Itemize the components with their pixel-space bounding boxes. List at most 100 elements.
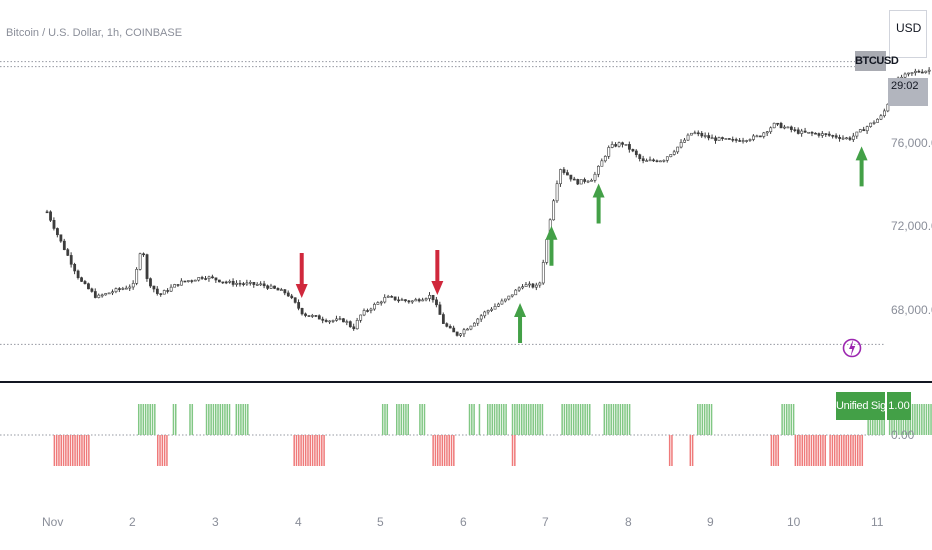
buy-signal-bar: [530, 404, 532, 435]
sell-signal-bar: [691, 435, 694, 466]
buy-signal-bar: [144, 404, 147, 435]
sell-signal-bar: [822, 435, 824, 466]
lightning-logo-icon[interactable]: [842, 332, 862, 364]
candle-body: [634, 150, 638, 155]
sell-signal-bar: [159, 435, 161, 466]
sell-signal-bar: [824, 435, 827, 466]
candle-body: [207, 276, 211, 280]
candle-body: [528, 283, 531, 286]
candle-body: [569, 174, 573, 180]
sell-signal-bar: [852, 435, 854, 466]
candle-body: [541, 262, 545, 284]
x-tick-label: 7: [542, 515, 549, 529]
candle-body: [724, 138, 728, 140]
candle-body: [907, 72, 910, 75]
candle-body: [166, 290, 170, 292]
candle-body: [517, 287, 521, 291]
candle-body: [152, 285, 156, 290]
candle-body: [479, 315, 483, 320]
candle-body: [559, 169, 562, 185]
currency-selector[interactable]: USD: [889, 10, 927, 58]
candle-body: [497, 303, 500, 307]
candle-body: [424, 298, 428, 301]
candle-body: [149, 278, 152, 287]
candle-body: [49, 211, 52, 221]
buy-signal-bar: [615, 404, 617, 435]
candle-body: [121, 288, 125, 290]
candle-body: [452, 327, 456, 333]
buy-arrow-icon: [545, 225, 558, 266]
candle-body: [617, 142, 621, 147]
buy-signal-bar: [511, 404, 514, 435]
candle-body: [155, 288, 159, 294]
candle-body: [217, 279, 221, 283]
buy-signal-bar: [525, 404, 528, 435]
buy-signal-bar: [402, 404, 405, 435]
candle-body: [610, 144, 614, 148]
candle-body: [404, 299, 407, 302]
sell-signal-bar: [436, 435, 439, 466]
candle-body: [524, 284, 528, 287]
buy-signal-bar: [520, 404, 523, 435]
sell-signal-bar: [836, 435, 838, 466]
candle-body: [107, 292, 111, 295]
candle-body: [386, 296, 390, 298]
candle-body: [52, 220, 56, 229]
x-tick-label: 4: [295, 515, 302, 529]
buy-signal-bar: [612, 404, 615, 435]
candle-body: [779, 122, 783, 129]
sell-signal-bar: [304, 435, 307, 466]
buy-signal-bar: [514, 404, 516, 435]
sell-signal-bar: [845, 435, 847, 466]
candle-body: [696, 132, 700, 135]
candle-body: [707, 135, 711, 139]
indicator-value: 1.00: [887, 392, 911, 420]
sell-signal-bar: [775, 435, 777, 466]
candle-body: [700, 132, 704, 137]
candle-body: [648, 159, 652, 162]
buy-signal-bar: [626, 404, 629, 435]
buy-signal-bar: [189, 404, 191, 435]
sell-signal-bar: [829, 435, 831, 466]
buy-signal-bar: [500, 404, 503, 435]
candle-body: [331, 320, 335, 322]
candle-body: [176, 284, 180, 286]
candle-body: [328, 320, 332, 323]
buy-signal-bar: [405, 404, 407, 435]
sell-signal-bar: [156, 435, 159, 466]
candle-body: [686, 134, 690, 141]
candle-body: [800, 130, 804, 134]
buy-signal-bar: [527, 404, 530, 435]
candle-body: [162, 290, 166, 295]
buy-signal-bar: [708, 404, 711, 435]
buy-signal-bar: [575, 404, 577, 435]
candle-body: [304, 313, 307, 316]
buy-signal-bar: [710, 404, 713, 435]
candle-body: [628, 144, 631, 150]
sell-signal-bar: [67, 435, 69, 466]
candle-body: [114, 288, 118, 293]
buy-signal-bar: [137, 404, 140, 435]
candle-body: [445, 323, 449, 327]
buy-signal-bar: [699, 404, 701, 435]
candle-body: [45, 211, 49, 214]
indicator-zero-label: 0.00: [891, 428, 915, 442]
buy-signal-bar: [468, 404, 471, 435]
sell-signal-bar: [58, 435, 60, 466]
candle-body: [273, 285, 276, 289]
candle-body: [235, 282, 239, 285]
candle-body: [290, 295, 294, 299]
candle-body: [200, 277, 204, 279]
candle-body: [393, 296, 397, 301]
candle-body: [476, 318, 480, 324]
candle-body: [552, 200, 556, 221]
candle-body: [183, 280, 187, 283]
sell-signal-bar: [74, 435, 76, 466]
buy-signal-bar: [628, 404, 631, 435]
guide-lines: [0, 61, 885, 436]
candle-body: [834, 135, 838, 138]
sell-signal-bar: [831, 435, 834, 466]
sell-signal-bar: [668, 435, 671, 466]
buy-signal-bar: [471, 404, 473, 435]
